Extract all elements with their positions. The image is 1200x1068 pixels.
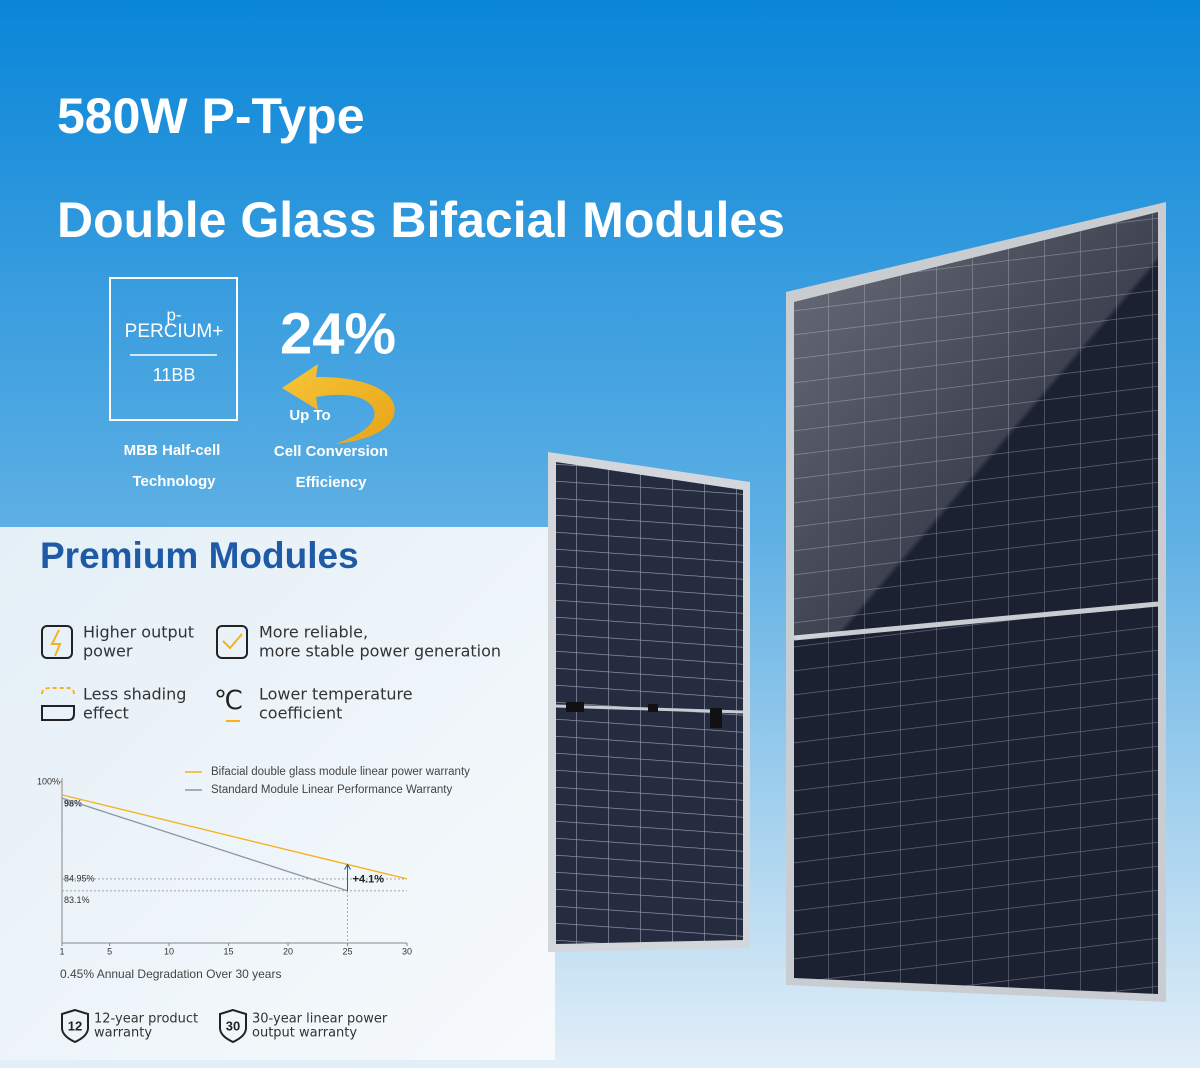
warranty-text: warranty	[94, 1026, 152, 1041]
arrow-icon	[282, 364, 395, 444]
annotation: 84.95%	[64, 873, 95, 883]
x-tick-label: 1	[59, 946, 64, 956]
badge-caption: MBB Half-cell	[124, 442, 221, 459]
annotation: 98%	[64, 798, 82, 808]
efficiency-caption: Efficiency	[296, 474, 368, 491]
x-tick-label: 25	[343, 946, 353, 956]
title: 580W P-Type	[57, 88, 365, 144]
warranty-icon: 12	[68, 1018, 82, 1033]
section-title: Premium Modules	[40, 535, 359, 576]
feature-icons: ℃	[41, 625, 248, 1044]
efficiency-prefix: Up To	[289, 407, 330, 424]
x-tick-label: 5	[107, 946, 112, 956]
feature-text: power	[83, 642, 133, 661]
info-panel	[0, 527, 555, 1060]
legend-label: Bifacial double glass module linear powe…	[211, 766, 470, 778]
efficiency-value: 24%	[280, 301, 396, 366]
solar-panel-back	[548, 452, 750, 952]
feature-text: effect	[83, 704, 129, 723]
feature-text: Less shading	[83, 685, 186, 704]
warranty-icon: 30	[226, 1018, 240, 1033]
feature-text: Higher output	[83, 623, 194, 642]
solar-panel-front	[786, 202, 1166, 1002]
subtitle: Double Glass Bifacial Modules	[57, 192, 785, 248]
badge-text: PERCIUM+	[125, 321, 224, 342]
warranty-text: 12-year product	[94, 1012, 198, 1027]
badge-frame	[109, 277, 238, 421]
feature-text: More reliable,	[259, 623, 368, 642]
warranty-text: output warranty	[252, 1026, 357, 1041]
y-tick-label: 100%	[37, 776, 60, 786]
annotation: 83.1%	[64, 895, 90, 905]
chart: 100%1 5 10 15 20 25 300.45% Annual Degradation…	[37, 766, 470, 981]
annotation: +4.1%	[353, 874, 385, 886]
x-axis-label: 0.45% Annual Degradation Over 30 years	[60, 967, 281, 981]
feature-icon: ℃	[214, 685, 243, 715]
badge-caption: Technology	[132, 473, 216, 490]
warranty-text: 30-year linear power	[252, 1012, 388, 1027]
series-line	[61, 797, 348, 892]
feature-text: Lower temperature	[259, 685, 413, 704]
badge-text: p-	[166, 305, 181, 324]
x-tick-label: 20	[283, 946, 293, 956]
efficiency-caption: Cell Conversion	[274, 443, 388, 460]
badge-text: 11BB	[153, 365, 196, 385]
legend-label: Standard Module Linear Performance Warra…	[211, 784, 452, 796]
x-tick-label: 30	[402, 946, 412, 956]
feature-text: coefficient	[259, 704, 342, 723]
x-tick-label: 15	[224, 946, 234, 956]
x-tick-label: 10	[164, 946, 174, 956]
difference-arrow	[344, 863, 351, 891]
feature-text: more stable power generation	[259, 642, 501, 661]
